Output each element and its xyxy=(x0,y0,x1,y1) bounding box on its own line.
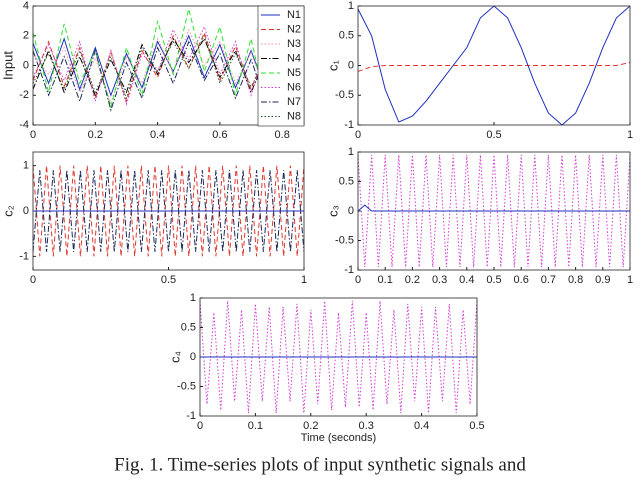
y-tick-label: -1 xyxy=(344,119,354,131)
x-tick-label: 0.3 xyxy=(432,274,447,286)
series-line xyxy=(33,8,299,110)
x-tick-label: 0.4 xyxy=(459,274,474,286)
x-tick-label: 0.5 xyxy=(469,420,484,432)
y-tick-label: 4 xyxy=(23,0,29,12)
caption: Fig. 1. Time-series plots of input synth… xyxy=(114,454,526,475)
x-tick-label: 0.5 xyxy=(161,274,176,286)
x-tick-label: 0 xyxy=(30,274,36,286)
y-tick-label: -4 xyxy=(19,119,29,131)
x-tick-label: 0.2 xyxy=(303,420,318,432)
legend-label: N4 xyxy=(287,52,301,64)
legend-box xyxy=(257,5,305,127)
x-tick-label: 1 xyxy=(627,129,633,141)
plot-frame xyxy=(32,151,305,271)
series-line xyxy=(33,34,299,100)
series-line xyxy=(33,40,299,112)
y-tick-label: 2 xyxy=(23,30,29,42)
y-tick-label: 0 xyxy=(23,205,29,217)
y-tick-label: -2 xyxy=(19,89,29,101)
legend-label: N6 xyxy=(287,81,301,93)
y-tick-label: -1 xyxy=(344,264,354,276)
y-tick-label: -0.5 xyxy=(335,234,354,246)
series-line xyxy=(358,6,630,125)
series-line xyxy=(33,28,299,105)
x-tick-label: 0 xyxy=(197,420,203,432)
x-tick-label: 0.4 xyxy=(414,420,429,432)
x-tick-label: 0.6 xyxy=(212,129,227,141)
x-tick-label: 0 xyxy=(30,129,36,141)
y-axis-label: c₄ xyxy=(167,351,182,363)
plot-frame xyxy=(199,297,478,417)
y-tick-label: -1 xyxy=(186,410,196,422)
y-tick-label: 0 xyxy=(348,205,354,217)
y-axis-label: Input xyxy=(0,51,15,80)
y-tick-label: 0 xyxy=(348,59,354,71)
x-tick-label: 0.2 xyxy=(405,274,420,286)
y-tick-label: 0.5 xyxy=(339,30,354,42)
y-tick-label: 1 xyxy=(23,160,29,172)
plot-frame xyxy=(357,5,631,126)
x-tick-label: 0.5 xyxy=(486,129,501,141)
x-tick-label: 0.4 xyxy=(150,129,165,141)
y-tick-label: -1 xyxy=(19,250,29,262)
y-tick-label: 0.5 xyxy=(339,175,354,187)
y-tick-label: 0 xyxy=(190,351,196,363)
series-line xyxy=(358,62,630,72)
y-axis-label: c₁ xyxy=(325,59,340,71)
legend-label: N5 xyxy=(287,67,301,79)
series-line xyxy=(358,204,630,212)
y-tick-label: 0.5 xyxy=(181,321,196,333)
x-tick-label: 0.5 xyxy=(486,274,501,286)
series-line xyxy=(33,31,299,103)
legend-label: N3 xyxy=(287,38,301,50)
x-tick-label: 0 xyxy=(355,274,361,286)
x-tick-label: 0.1 xyxy=(378,274,393,286)
legend-label: N7 xyxy=(287,96,301,108)
y-tick-label: 1 xyxy=(348,146,354,158)
legend-label: N8 xyxy=(287,110,301,122)
x-tick-label: 1 xyxy=(627,274,633,286)
y-axis-label: c₃ xyxy=(325,205,340,217)
x-tick-label: 0.7 xyxy=(541,274,556,286)
y-tick-label: 1 xyxy=(348,0,354,12)
x-tick-label: 0.8 xyxy=(275,129,290,141)
x-tick-label: 0.3 xyxy=(359,420,374,432)
x-tick-label: 0.6 xyxy=(514,274,529,286)
series-line xyxy=(33,165,304,257)
series-line xyxy=(33,25,299,106)
x-tick-label: 0 xyxy=(355,129,361,141)
legend-label: N2 xyxy=(287,23,301,35)
y-tick-label: -0.5 xyxy=(335,89,354,101)
x-tick-label: 1 xyxy=(301,274,307,286)
x-axis-label: Time (seconds) xyxy=(301,432,376,444)
y-axis-label: c₂ xyxy=(0,205,15,217)
x-tick-label: 0.2 xyxy=(88,129,103,141)
y-tick-label: 0 xyxy=(23,59,29,71)
y-tick-label: 1 xyxy=(190,292,196,304)
x-tick-label: 0.1 xyxy=(248,420,263,432)
x-tick-label: 0.8 xyxy=(568,274,583,286)
x-tick-label: 0.9 xyxy=(595,274,610,286)
plot-frame xyxy=(357,151,631,271)
legend-label: N1 xyxy=(287,9,301,21)
y-tick-label: -0.5 xyxy=(177,380,196,392)
